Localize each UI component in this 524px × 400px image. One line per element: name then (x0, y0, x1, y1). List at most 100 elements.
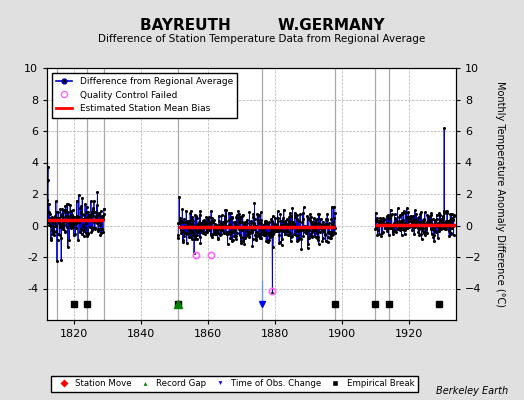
Point (174, 220, 183, 226)
Point (311, 227, 319, 233)
Point (420, 217, 429, 224)
Point (235, 219, 244, 226)
Point (433, 220, 442, 226)
Point (406, 214, 414, 220)
Point (217, 222, 225, 228)
Point (271, 226, 279, 232)
Point (272, 228, 280, 234)
Point (232, 233, 240, 240)
Point (285, 232, 293, 238)
Point (406, 216, 414, 222)
Point (97, 213, 106, 219)
Point (296, 234, 304, 241)
Point (259, 224, 268, 231)
Point (50, 228, 59, 235)
Point (212, 222, 221, 229)
Point (428, 221, 436, 227)
Point (52, 217, 60, 223)
Point (330, 215, 339, 222)
Point (320, 228, 329, 235)
Point (51, 223, 59, 229)
Point (447, 210, 456, 217)
Point (75, 217, 84, 224)
Point (436, 218, 444, 224)
Point (434, 226, 443, 232)
Point (393, 220, 401, 226)
Point (267, 216, 276, 223)
Point (266, 224, 275, 230)
Point (270, 221, 278, 228)
Point (394, 226, 402, 232)
Point (429, 234, 438, 240)
Point (320, 222, 328, 228)
Point (405, 218, 413, 224)
Point (93, 202, 101, 208)
Point (219, 224, 227, 230)
Point (292, 224, 301, 230)
Point (57, 221, 66, 227)
Point (76, 229, 84, 235)
Point (254, 224, 263, 230)
Point (381, 221, 389, 227)
Point (381, 224, 390, 230)
Point (300, 224, 308, 230)
Point (83, 214, 92, 220)
Point (203, 226, 212, 232)
Point (206, 225, 214, 232)
Point (62, 213, 70, 220)
Point (283, 228, 291, 235)
Point (232, 214, 241, 220)
Point (289, 223, 297, 230)
Point (222, 223, 231, 229)
Point (266, 229, 274, 236)
Point (401, 222, 409, 228)
Point (208, 234, 216, 240)
Point (293, 212, 301, 218)
Point (442, 219, 450, 225)
Point (390, 228, 399, 234)
Point (185, 227, 193, 233)
Point (385, 221, 394, 227)
Point (84, 209, 92, 215)
Point (61, 208, 69, 215)
Point (252, 222, 260, 229)
Point (399, 219, 407, 226)
Point (279, 228, 288, 234)
Point (435, 217, 444, 224)
Point (83, 233, 91, 240)
Point (261, 220, 269, 227)
Point (192, 228, 200, 234)
Point (257, 209, 265, 216)
Point (206, 224, 214, 230)
Point (49, 231, 58, 238)
Point (376, 218, 384, 224)
Point (43, 197, 52, 203)
Point (383, 213, 391, 220)
Point (269, 244, 277, 250)
Point (65, 216, 73, 222)
Point (436, 215, 445, 222)
Point (222, 217, 230, 224)
Point (89, 225, 97, 232)
Point (280, 228, 289, 234)
Point (78, 231, 86, 238)
Point (249, 214, 257, 220)
Point (282, 228, 290, 234)
Point (445, 217, 454, 224)
Point (238, 212, 246, 219)
Point (218, 221, 226, 228)
Point (395, 226, 403, 232)
Point (236, 216, 245, 222)
Point (80, 228, 89, 234)
Point (281, 218, 289, 224)
Point (80, 212, 89, 218)
Point (431, 228, 440, 234)
Point (400, 208, 408, 215)
Point (403, 225, 411, 232)
Point (246, 222, 255, 229)
Point (242, 221, 250, 228)
Point (227, 238, 236, 244)
Point (249, 211, 257, 218)
Point (284, 228, 292, 234)
Point (435, 210, 443, 216)
